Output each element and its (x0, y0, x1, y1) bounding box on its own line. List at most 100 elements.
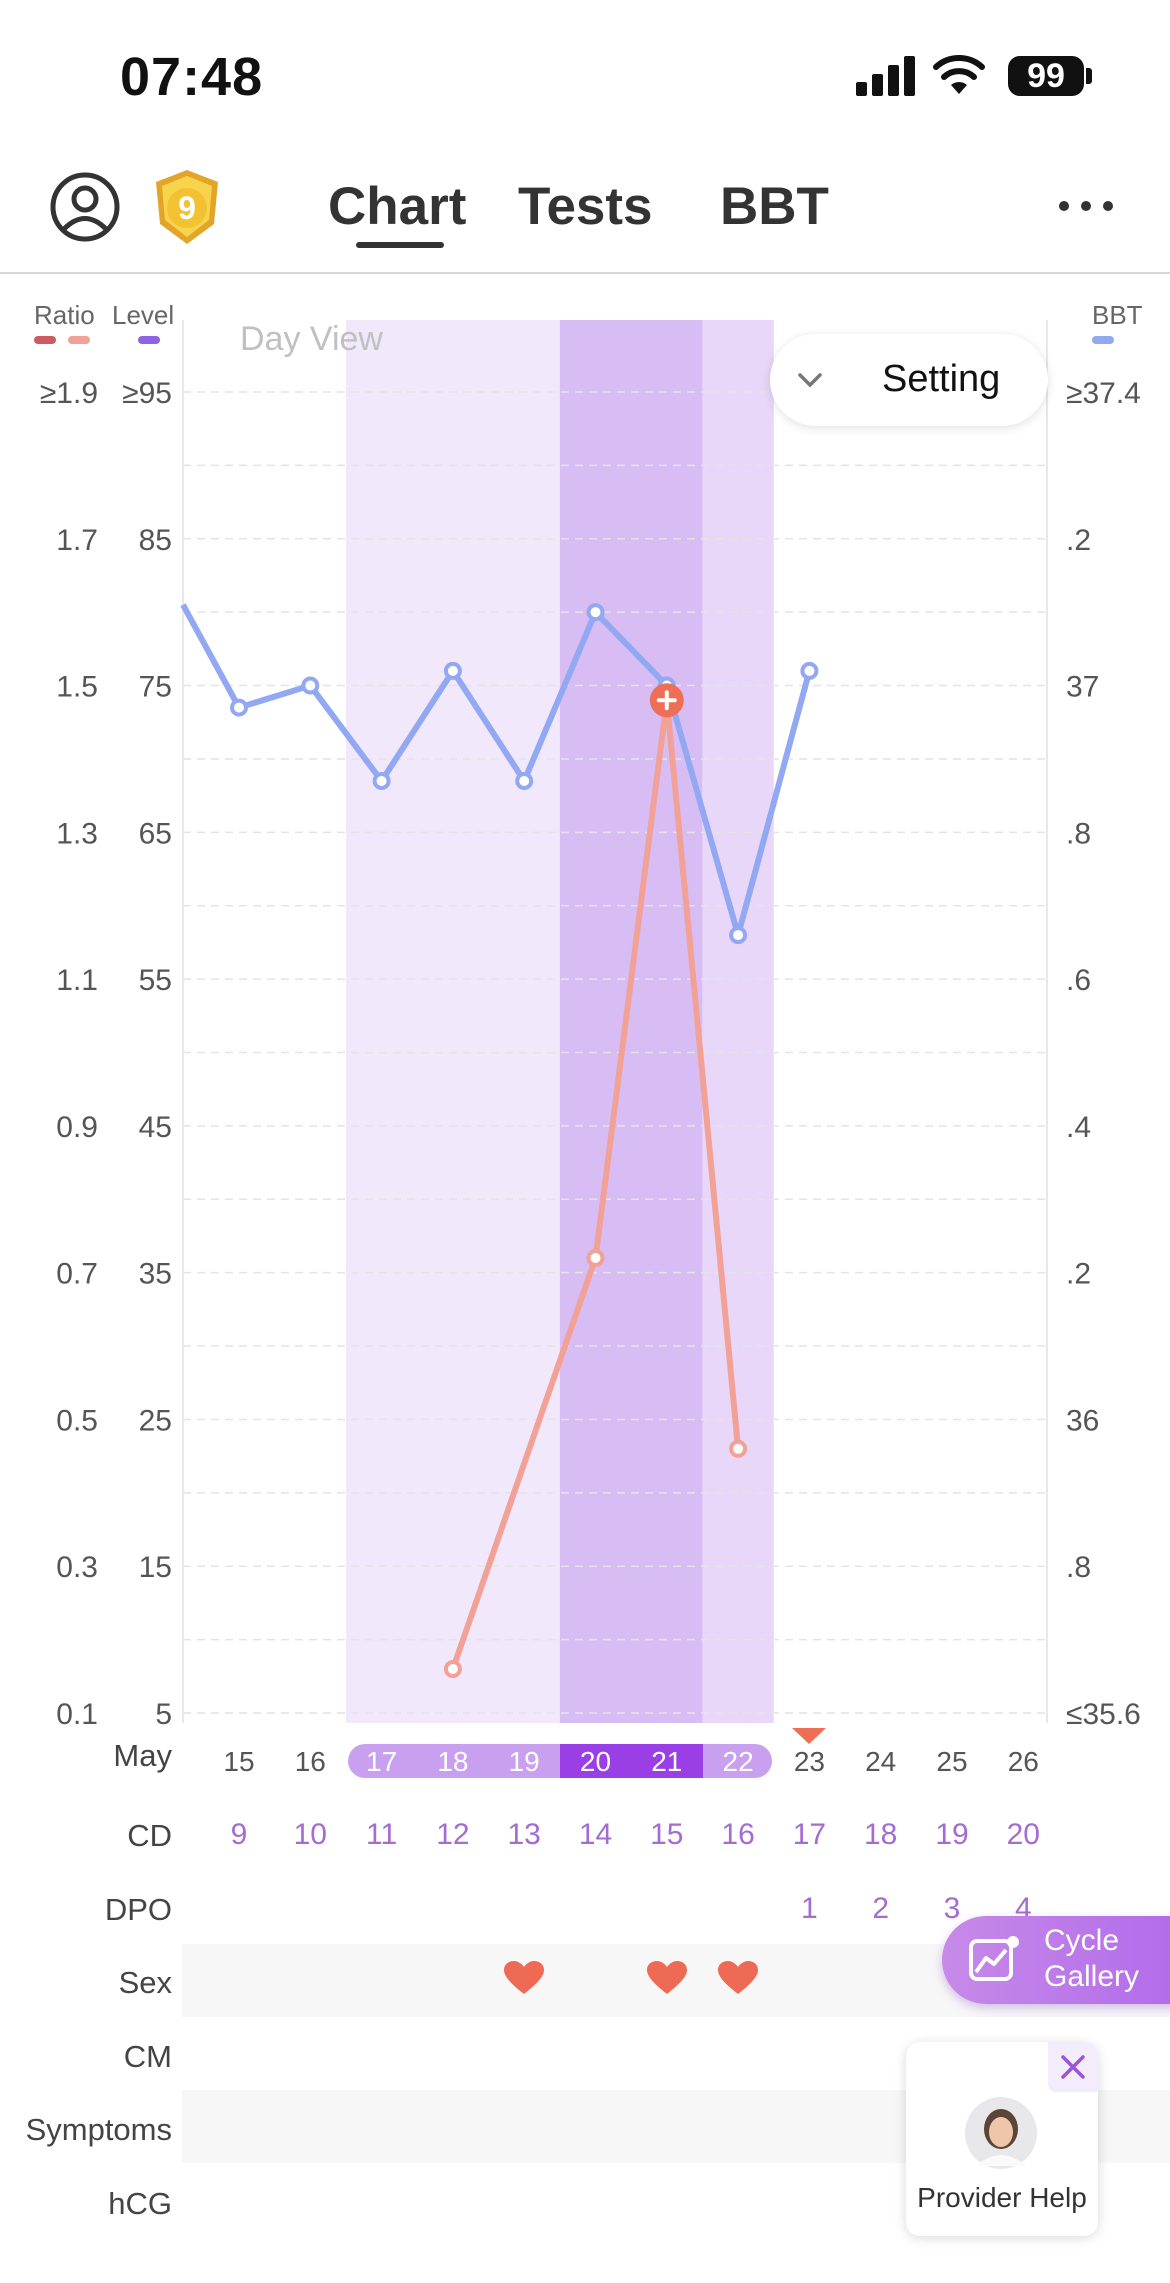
close-icon (1061, 2055, 1085, 2079)
cycle-day-cell: 14 (578, 1818, 613, 1851)
level-axis-label: Level (112, 300, 175, 330)
chevron-down-icon (798, 373, 822, 388)
cycle-day-cell: 17 (792, 1818, 827, 1851)
date-cell[interactable]: 20 (579, 1746, 612, 1777)
bbt-line (180, 603, 813, 939)
level-tick-label: 75 (139, 671, 172, 704)
close-button[interactable] (1048, 2042, 1098, 2092)
cycle-day-cell: 16 (721, 1818, 755, 1851)
cm-label: CM (123, 2039, 172, 2074)
dpo-label: DPO (104, 1892, 172, 1927)
bbt-tick-label: 37 (1066, 671, 1099, 704)
bbt-point[interactable] (443, 661, 462, 680)
tab-tests[interactable]: Tests (518, 177, 653, 236)
date-cell[interactable]: 26 (1007, 1746, 1039, 1777)
ratio-tick-label: 0.7 (56, 1258, 98, 1291)
bbt-point[interactable] (800, 661, 819, 680)
symptoms-label: Symptoms (25, 2112, 172, 2147)
sex-label: Sex (118, 1965, 172, 2000)
ratio-axis-label: Ratio (34, 300, 95, 330)
level-badge-icon[interactable]: 9 (152, 168, 222, 253)
date-cell[interactable]: 19 (508, 1746, 540, 1777)
ratio-legend-swatch-light (68, 336, 90, 344)
battery-tip (1086, 68, 1092, 84)
bbt-axis-label: BBT (1092, 300, 1143, 330)
profile-icon[interactable] (50, 172, 120, 247)
bbt-point[interactable] (729, 926, 748, 945)
ratio-tick-label: 1.5 (56, 671, 98, 704)
more-icon[interactable] (1056, 196, 1116, 221)
dpo-cell: 1 (801, 1892, 818, 1925)
level-point[interactable] (443, 1659, 462, 1678)
cycle-day-cell: 20 (1006, 1818, 1040, 1851)
bbt-legend-swatch (1092, 336, 1114, 344)
tab-chart[interactable]: Chart (328, 177, 467, 236)
setting-label: Setting (882, 358, 1001, 400)
level-line (450, 697, 742, 1670)
cycle-day-cell: 12 (436, 1818, 470, 1851)
peak-dates-pill (559, 1744, 703, 1778)
bbt-tick-label: .2 (1066, 1258, 1091, 1291)
bbt-tick-label: ≤35.6 (1066, 1698, 1141, 1731)
tab-bbt[interactable]: BBT (720, 177, 829, 236)
ratio-tick-label: 0.3 (56, 1551, 98, 1584)
date-cell[interactable]: 23 (793, 1746, 825, 1777)
cycle-day-cell: 13 (507, 1818, 541, 1851)
level-tick-label: ≥95 (122, 377, 172, 410)
peak-window-band (559, 320, 703, 1723)
cycle-chart: ≥1.9 1.7 1.5 1.3 1.1 0.9 0.7 0.5 0.3 0.1 ≥95 85 75 65… (40, 320, 1141, 1731)
svg-text:9: 9 (178, 190, 196, 226)
provider-avatar (965, 2097, 1037, 2169)
fertile-window-band (346, 320, 774, 1723)
status-time: 07:48 (120, 47, 264, 107)
peak-marker-icon[interactable] (649, 683, 684, 718)
level-legend-swatch (138, 336, 160, 344)
bbt-tick-label: .4 (1066, 1111, 1091, 1144)
cycle-gallery-label-line1: Cycle (1044, 1924, 1120, 1957)
day-view-label[interactable]: Day View (240, 320, 383, 358)
date-cell[interactable]: 15 (223, 1746, 255, 1777)
bbt-point[interactable] (372, 771, 391, 790)
post-peak-band (702, 320, 774, 1723)
fertile-dates-pill (347, 1744, 773, 1778)
ratio-legend-swatch-dark (34, 336, 56, 344)
ratio-tick-label: 0.5 (56, 1404, 98, 1437)
signal-icon (856, 56, 916, 101)
wifi-icon (932, 52, 986, 101)
date-cell[interactable]: 25 (936, 1746, 968, 1777)
level-tick-label: 55 (139, 964, 172, 997)
ratio-tick-label: 1.1 (56, 964, 98, 997)
level-point[interactable] (586, 1248, 605, 1267)
bbt-tick-label: .2 (1066, 524, 1091, 557)
bbt-point[interactable] (230, 698, 248, 717)
cycle-gallery-button[interactable]: Cycle Gallery (942, 1916, 1170, 2004)
ratio-tick-label: 1.3 (56, 817, 98, 850)
hcg-label: hCG (108, 2186, 172, 2221)
date-cell[interactable]: 16 (294, 1746, 326, 1777)
month-label: May (113, 1738, 172, 1773)
cycle-day-cell: 15 (650, 1818, 684, 1851)
date-cell[interactable]: 17 (366, 1746, 398, 1777)
date-cell[interactable]: 24 (865, 1746, 897, 1777)
date-cell[interactable]: 18 (437, 1746, 469, 1777)
level-tick-label: 25 (139, 1404, 172, 1437)
provider-help-label: Provider Help (917, 2182, 1087, 2213)
header-divider (0, 272, 1170, 274)
setting-button[interactable]: Setting (770, 334, 1048, 426)
ratio-tick-label: 1.7 (56, 524, 98, 557)
provider-help-card[interactable]: Provider Help (906, 2042, 1098, 2236)
bbt-point[interactable] (586, 603, 605, 622)
level-tick-label: 5 (155, 1698, 172, 1731)
cycle-day-cell: 9 (230, 1818, 248, 1851)
cycle-day-cell: 10 (293, 1818, 327, 1851)
bbt-point[interactable] (515, 771, 534, 790)
cycle-day-cell: 19 (935, 1818, 969, 1851)
bbt-tick-label: .6 (1066, 964, 1091, 997)
dpo-cell: 2 (872, 1892, 890, 1925)
bbt-tick-label: 36 (1066, 1404, 1099, 1437)
date-cell[interactable]: 22 (722, 1746, 754, 1777)
bbt-point[interactable] (301, 676, 320, 695)
level-tick-label: 45 (139, 1111, 172, 1144)
level-point[interactable] (729, 1439, 748, 1458)
date-cell[interactable]: 21 (651, 1746, 683, 1777)
